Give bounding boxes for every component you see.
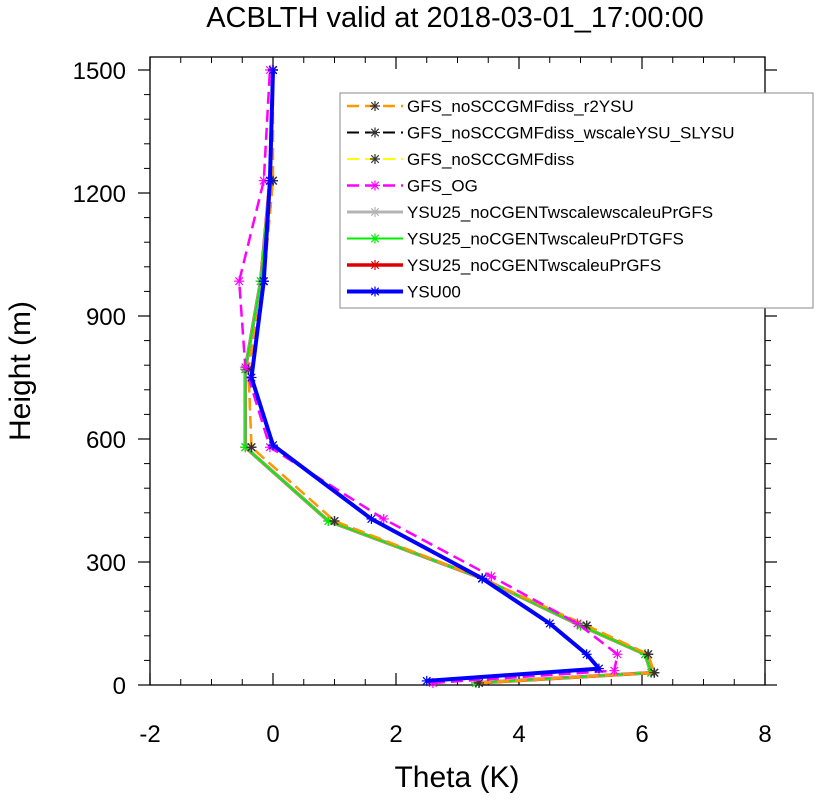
- y-tick-label: 0: [113, 673, 126, 700]
- series-point: [581, 649, 592, 660]
- series-point: [649, 667, 660, 678]
- series-point: [421, 675, 432, 686]
- legend-label: YSU25_noCGENTwscalewscaleuPrGFS: [407, 203, 713, 222]
- series-point: [544, 618, 555, 629]
- series-point: [378, 513, 389, 524]
- series-point: [612, 649, 623, 660]
- legend-marker: [370, 286, 380, 297]
- series-7: [246, 65, 604, 686]
- legend-item: GFS_noSCCGMFdiss: [347, 150, 574, 169]
- legend-item: YSU25_noCGENTwscaleuPrGFS: [347, 256, 661, 275]
- chart-title: ACBLTH valid at 2018-03-01_17:00:00: [206, 2, 704, 34]
- legend-marker: [370, 154, 380, 164]
- x-tick-label: 4: [512, 721, 525, 748]
- legend-label: YSU00: [407, 283, 461, 302]
- series-point: [593, 663, 604, 674]
- legend-marker: [370, 233, 380, 244]
- legend-item: YSU25_noCGENTwscaleuPrDTGFS: [347, 230, 684, 249]
- legend-marker: [370, 127, 380, 138]
- series-point: [366, 513, 377, 524]
- legend-box: [339, 92, 814, 309]
- legend-label: GFS_noSCCGMFdiss_wscaleYSU_SLYSU: [407, 124, 735, 143]
- legend-item: GFS_noSCCGMFdiss_wscaleYSU_SLYSU: [347, 124, 735, 143]
- series-point: [246, 442, 257, 453]
- legend-marker: [370, 180, 380, 191]
- legend-label: GFS_OG: [407, 177, 478, 196]
- series-3: [234, 65, 623, 688]
- y-tick-label: 1500: [73, 58, 126, 85]
- legend-label: GFS_noSCCGMFdiss: [407, 150, 574, 169]
- y-tick-label: 1200: [73, 181, 126, 208]
- legend-item: YSU25_noCGENTwscalewscaleuPrGFS: [347, 203, 713, 222]
- y-tick-label: 300: [86, 550, 126, 577]
- series-point: [572, 618, 583, 629]
- legend-item: GFS_OG: [347, 177, 478, 196]
- legend-marker: [370, 101, 380, 111]
- legend-marker: [370, 260, 380, 270]
- x-tick-label: -2: [139, 721, 160, 748]
- x-tick-label: 0: [266, 721, 279, 748]
- y-tick-label: 900: [86, 304, 126, 331]
- plot-frame: [149, 56, 766, 686]
- series-point: [643, 649, 654, 660]
- x-tick-label: 8: [758, 721, 771, 748]
- legend-label: YSU25_noCGENTwscaleuPrDTGFS: [407, 230, 684, 249]
- series-point: [264, 175, 275, 186]
- legend-marker: [370, 207, 380, 217]
- series-point: [268, 65, 278, 75]
- series-point: [477, 573, 488, 584]
- series-point: [609, 665, 620, 676]
- legend: GFS_noSCCGMFdiss_r2YSU GFS_noSCCGMFdiss_w…: [339, 92, 814, 309]
- legend-item: GFS_noSCCGMFdiss_r2YSU: [347, 97, 634, 116]
- series-point: [240, 362, 251, 373]
- series-point: [486, 571, 497, 582]
- series-point: [268, 440, 278, 451]
- x-axis-title: Theta (K): [394, 761, 519, 794]
- y-axis-title: Height (m): [4, 301, 37, 441]
- legend-label: YSU25_noCGENTwscaleuPrGFS: [407, 256, 661, 275]
- series-point: [246, 372, 257, 383]
- series-point: [234, 276, 245, 287]
- legend-item: YSU00: [347, 283, 461, 302]
- y-tick-label: 600: [86, 427, 126, 454]
- x-tick-label: 2: [389, 721, 402, 748]
- series-layer: [234, 65, 660, 688]
- series-point: [329, 516, 340, 526]
- x-tick-label: 6: [635, 721, 648, 748]
- legend-label: GFS_noSCCGMFdiss_r2YSU: [407, 97, 634, 116]
- series-point: [258, 276, 269, 287]
